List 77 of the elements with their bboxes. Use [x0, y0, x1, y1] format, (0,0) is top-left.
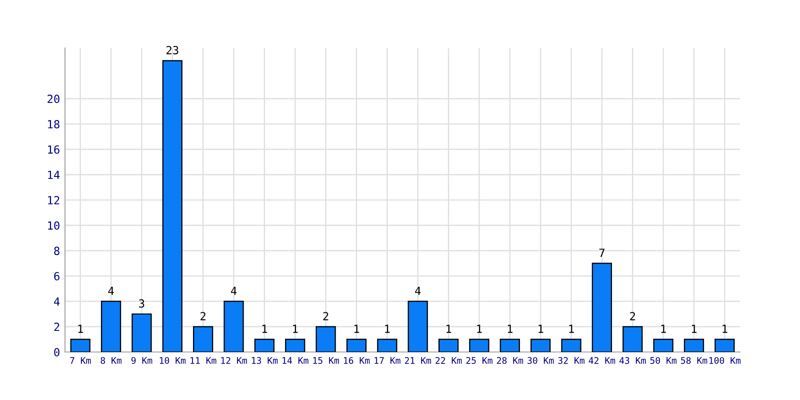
y-tick-label: 16 [48, 145, 60, 154]
x-tick-label: 32 Km [558, 357, 584, 364]
y-tick-label: 6 [54, 272, 60, 280]
data-label: 7 [599, 248, 604, 257]
data-label: 1 [262, 324, 268, 333]
x-tick-label: 16 Km [344, 357, 370, 364]
bar [500, 338, 520, 352]
y-tick-label: 10 [48, 221, 60, 230]
bar [469, 338, 490, 352]
x-tick-label: 50 Km [650, 357, 676, 364]
x-tick-label: 14 Km [282, 357, 308, 364]
x-tick-label: 17 Km [374, 357, 400, 364]
y-tick-label: 2 [54, 322, 60, 331]
y-tick-label: 0 [54, 348, 60, 356]
data-label: 1 [78, 324, 83, 333]
data-label: 1 [385, 324, 390, 333]
x-tick-label: 28 Km [496, 357, 524, 364]
x-tick-label: 21 Km [404, 357, 431, 364]
x-tick-label: 8 Km [100, 357, 122, 364]
data-label: 4 [230, 286, 237, 295]
bar [653, 338, 674, 352]
bar [438, 338, 459, 352]
x-tick-label: 9 Km [131, 357, 152, 364]
bar [285, 338, 306, 352]
y-tick-label: 4 [54, 297, 60, 306]
bar [408, 300, 428, 352]
bar [622, 326, 643, 352]
x-tick-label: 43 Km [619, 357, 646, 364]
data-label: 1 [661, 324, 666, 333]
bar [100, 300, 122, 352]
data-label: 2 [323, 312, 328, 320]
data-label: 4 [108, 286, 114, 295]
data-label: 3 [139, 299, 144, 308]
x-tick-label: 13 Km [252, 357, 278, 364]
data-label: 1 [538, 324, 544, 333]
bar [193, 326, 214, 352]
y-tick-label: 8 [54, 246, 60, 256]
data-label: 4 [415, 286, 421, 295]
data-label: 2 [630, 312, 636, 320]
x-tick-label: 25 Km [466, 357, 492, 364]
x-tick-label: 10 Km [160, 357, 186, 364]
data-label: 1 [508, 324, 512, 333]
bar [346, 338, 367, 352]
data-label: 23 [166, 46, 178, 54]
bar [70, 338, 90, 352]
bar [714, 338, 735, 352]
bar [132, 313, 152, 352]
bar [162, 60, 182, 352]
x-tick-label: 7 Km [70, 357, 91, 364]
bar [316, 326, 336, 352]
x-tick-label: 100 Km [709, 357, 741, 364]
x-tick-label: 15 Km [313, 357, 339, 364]
data-label: 1 [354, 324, 360, 333]
data-label: 1 [477, 324, 482, 333]
x-tick-label: 11 Km [190, 357, 216, 364]
bar [224, 300, 244, 352]
y-tick-label: 14 [48, 170, 60, 179]
x-tick-label: 22 Km [436, 357, 462, 364]
y-tick-label: 12 [48, 196, 60, 204]
data-label: 1 [692, 324, 697, 333]
y-tick-label: 18 [48, 120, 60, 128]
bar [530, 338, 551, 352]
x-tick-label: 42 Km [588, 357, 616, 364]
data-label: 1 [569, 324, 574, 333]
bar [592, 262, 612, 352]
data-label: 1 [446, 324, 452, 333]
x-tick-label: 58 Km [681, 357, 708, 364]
data-label: 2 [200, 312, 206, 320]
bar [684, 338, 704, 352]
bar [254, 338, 274, 352]
y-tick-label: 20 [48, 94, 60, 104]
bar [377, 338, 398, 352]
data-label: 1 [293, 324, 298, 333]
bar [561, 338, 582, 352]
x-tick-label: 30 Km [528, 357, 554, 364]
x-tick-label: 12 Km [221, 357, 247, 364]
data-label: 1 [722, 324, 728, 333]
